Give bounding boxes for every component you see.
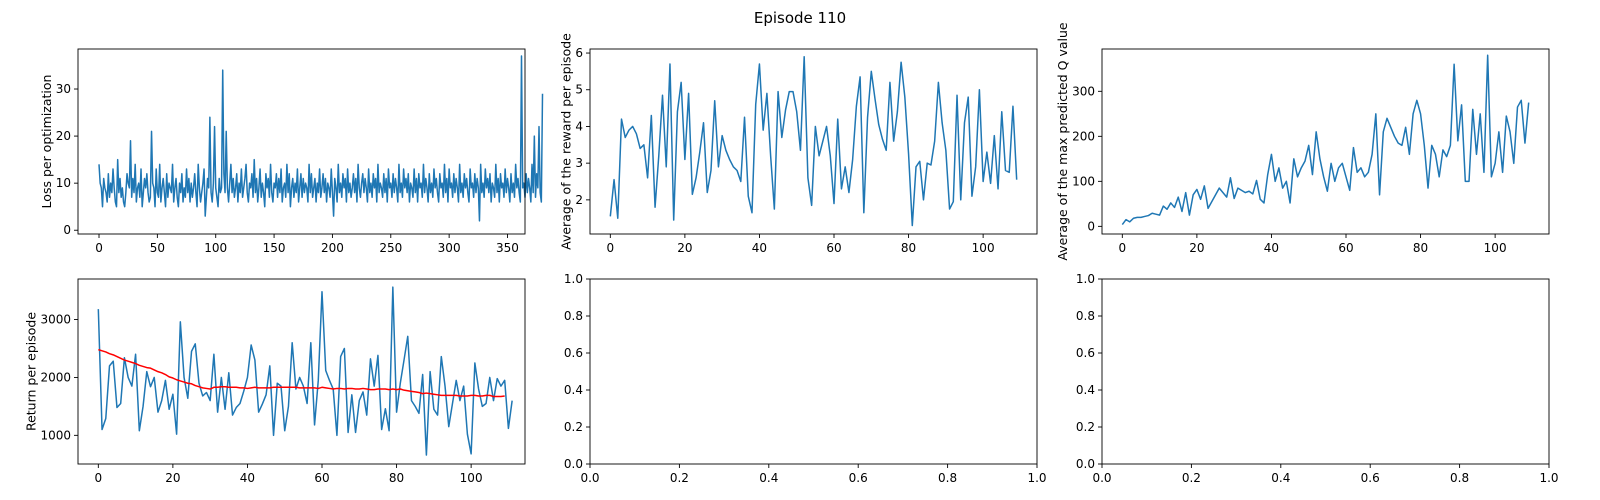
x-tick-label: 20 [1189, 241, 1204, 255]
y-tick-label: 3 [575, 156, 583, 170]
x-tick-label: 0.0 [580, 471, 599, 485]
y-tick-label: 5 [575, 83, 583, 97]
y-axis-label: Loss per optimization [39, 75, 54, 209]
y-tick-label: 100 [1072, 174, 1095, 188]
subplot-empty-1: 0.0 0.2 0.4 0.6 0.8 1.0 0.0 0.2 0.4 0.6 0.8 1.0 [564, 272, 1047, 485]
y-tick-label: 0.2 [1076, 420, 1095, 434]
x-tick-label: 80 [901, 241, 916, 255]
y-tick-label: 0.4 [564, 383, 583, 397]
x-tick-label: 0.8 [938, 471, 957, 485]
y-tick-label: 0.8 [1076, 309, 1095, 323]
series-line-1 [98, 55, 544, 222]
x-tick-label: 300 [438, 241, 461, 255]
y-tick-label: 300 [1072, 84, 1095, 98]
x-tick-label: 20 [165, 471, 180, 485]
x-tick-label: 200 [321, 241, 344, 255]
x-tick-label: 100 [1484, 241, 1507, 255]
x-tick-label: 1.0 [1539, 471, 1558, 485]
x-tick-label: 40 [240, 471, 255, 485]
y-tick-label: 1000 [40, 428, 71, 442]
x-tick-label: 60 [1338, 241, 1353, 255]
y-tick-label: 0.0 [1076, 457, 1095, 471]
series-line-2 [98, 348, 505, 398]
y-tick-label: 1.0 [1076, 272, 1095, 286]
y-tick-label: 10 [56, 176, 71, 190]
x-tick-label: 0.2 [670, 471, 689, 485]
x-tick-label: 100 [204, 241, 227, 255]
y-axis-label: Average of the reward per episode [558, 33, 573, 250]
series-line-1 [609, 55, 1018, 227]
y-tick-label: 0.2 [564, 420, 583, 434]
x-tick-label: 40 [1264, 241, 1279, 255]
x-tick-label: 40 [752, 241, 767, 255]
y-tick-label: 2 [575, 193, 583, 207]
x-tick-label: 0.4 [759, 471, 778, 485]
y-tick-label: 6 [575, 46, 583, 60]
y-tick-label: 30 [56, 82, 71, 96]
series-line-1 [97, 286, 513, 456]
axes-frame [1101, 48, 1550, 235]
x-tick-label: 150 [263, 241, 286, 255]
y-tick-label: 0 [1087, 219, 1095, 233]
axes-frame [589, 48, 1038, 235]
x-tick-label: 0.0 [1092, 471, 1111, 485]
x-tick-label: 100 [460, 471, 483, 485]
y-tick-label: 20 [56, 129, 71, 143]
axes-frame [77, 278, 526, 465]
x-tick-label: 0.6 [849, 471, 868, 485]
y-tick-label: 200 [1072, 129, 1095, 143]
x-tick-label: 0.4 [1271, 471, 1290, 485]
x-tick-label: 0 [94, 471, 102, 485]
axes-frame [589, 278, 1038, 465]
series-line-1 [1121, 54, 1530, 226]
axes-frame [1101, 278, 1550, 465]
x-tick-label: 250 [379, 241, 402, 255]
subplot-empty-2: 0.0 0.2 0.4 0.6 0.8 1.0 0.0 0.2 0.4 0.6 0.8 1.0 [1076, 272, 1559, 485]
y-axis-label: Return per episode [24, 312, 39, 431]
x-tick-label: 80 [1413, 241, 1428, 255]
y-tick-label: 0.0 [564, 457, 583, 471]
y-tick-label: 4 [575, 119, 583, 133]
y-tick-label: 0.4 [1076, 383, 1095, 397]
y-tick-label: 0.6 [1076, 346, 1095, 360]
x-tick-label: 0.6 [1361, 471, 1380, 485]
x-tick-label: 20 [677, 241, 692, 255]
y-tick-label: 2000 [40, 370, 71, 384]
x-tick-label: 0 [95, 241, 103, 255]
x-tick-label: 60 [826, 241, 841, 255]
x-tick-label: 0 [1118, 241, 1126, 255]
y-tick-label: 0 [63, 223, 71, 237]
x-tick-label: 0.2 [1182, 471, 1201, 485]
y-tick-label: 3000 [40, 313, 71, 327]
x-tick-label: 0.8 [1450, 471, 1469, 485]
y-tick-label: 0.6 [564, 346, 583, 360]
x-tick-label: 80 [389, 471, 404, 485]
y-axis-label: Average of the max predicted Q value [1055, 22, 1070, 261]
x-tick-label: 1.0 [1027, 471, 1046, 485]
x-tick-label: 60 [314, 471, 329, 485]
x-tick-label: 50 [150, 241, 165, 255]
y-tick-label: 0.8 [564, 309, 583, 323]
axes-frame [77, 48, 526, 235]
figure-suptitle: Episode 110 [754, 9, 846, 27]
y-tick-label: 1.0 [564, 272, 583, 286]
x-tick-label: 100 [972, 241, 995, 255]
x-tick-label: 0 [606, 241, 614, 255]
x-tick-label: 350 [496, 241, 519, 255]
